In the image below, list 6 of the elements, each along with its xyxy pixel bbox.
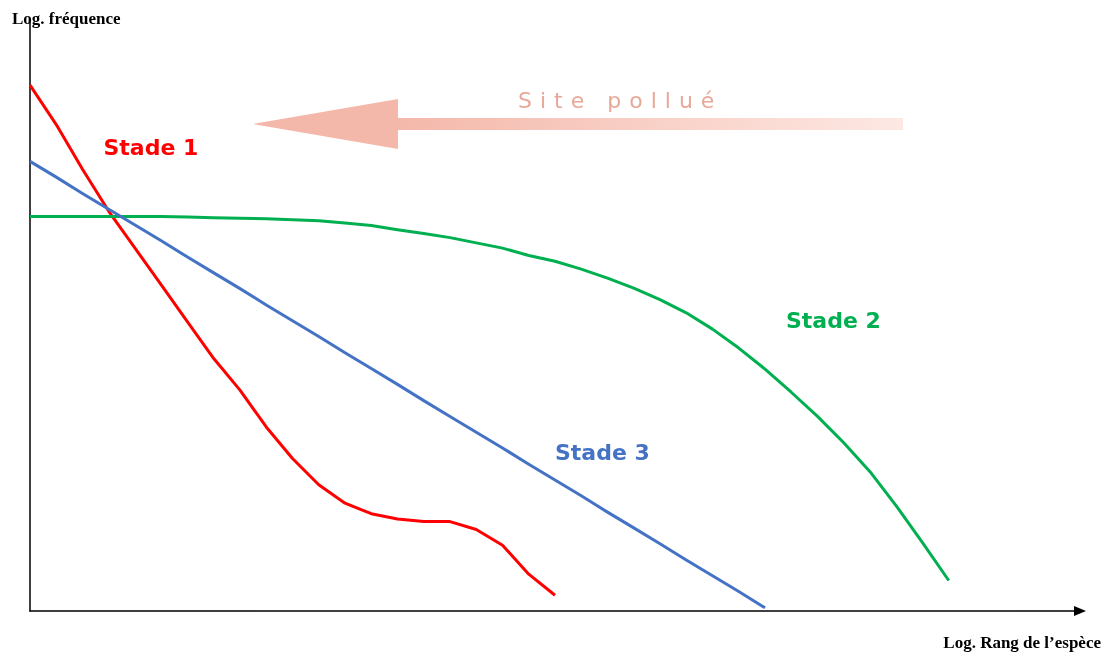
y-axis-title: Log. fréquence [12,9,122,28]
annotation: Site pollué [518,88,723,113]
series-label: Stade 3 [555,439,650,465]
series-label: Stade 1 [103,134,199,160]
series-label: Stade 2 [786,308,881,334]
x-axis-title: Log. Rang de l’espèce [943,633,1102,652]
